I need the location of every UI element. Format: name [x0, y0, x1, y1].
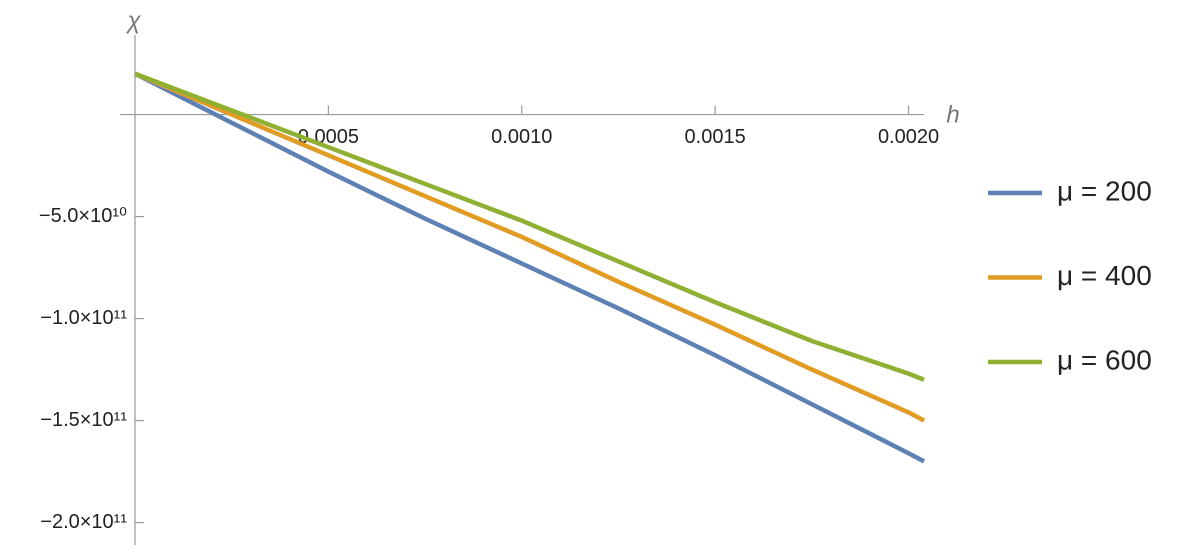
- y-tick-label: −2.0×10¹¹: [40, 511, 127, 533]
- line-series: [134, 71, 925, 382]
- line-series: [133, 71, 926, 464]
- x-axis-label: h: [946, 101, 959, 128]
- x-tick-label: 0.0020: [878, 126, 939, 148]
- line-series: [134, 71, 926, 423]
- y-axis-label: χ: [125, 7, 141, 34]
- legend-label: μ = 600: [1057, 344, 1152, 375]
- legend-label: μ = 200: [1057, 175, 1152, 206]
- legend-label: μ = 400: [1057, 260, 1152, 291]
- y-tick-label: −1.0×10¹¹: [40, 307, 127, 329]
- y-tick-label: −5.0×10¹⁰: [39, 205, 127, 227]
- x-tick-label: 0.0010: [491, 126, 552, 148]
- y-tick-label: −1.5×10¹¹: [40, 409, 127, 431]
- x-tick-label: 0.0015: [685, 126, 746, 148]
